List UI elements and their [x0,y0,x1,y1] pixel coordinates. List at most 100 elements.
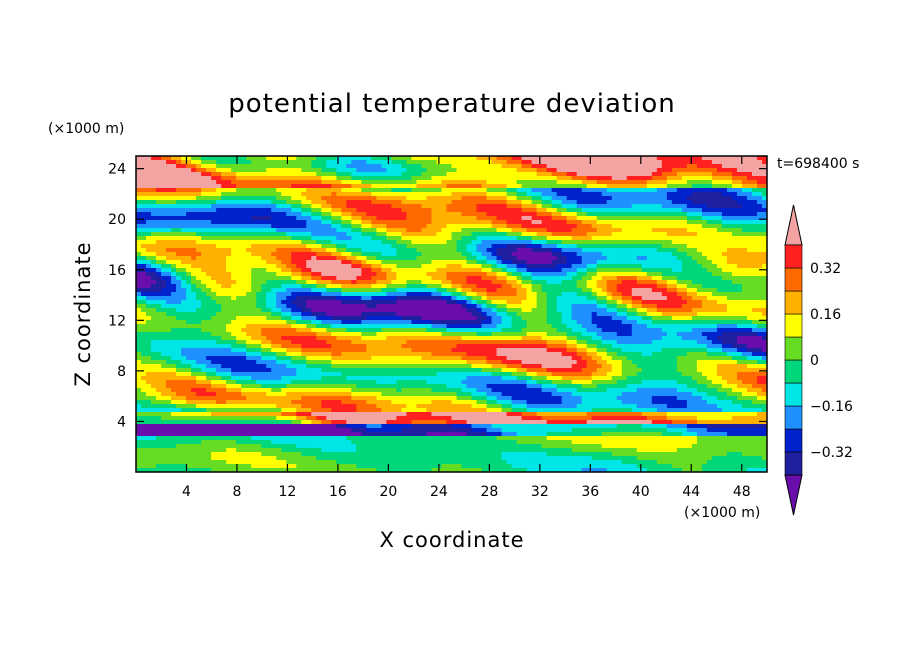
contour-cell [486,188,493,193]
contour-cell [481,164,488,169]
contour-cell [676,304,683,309]
contour-cell [701,172,708,177]
contour-cell [561,220,568,225]
contour-cell [546,264,553,269]
contour-cell [381,280,387,285]
contour-cell [696,228,703,233]
contour-cell [271,220,277,225]
contour-cell [171,304,177,309]
contour-cell [621,208,628,213]
contour-cell [231,212,237,217]
contour-cell [741,268,748,273]
contour-cell [431,156,438,161]
contour-cell [321,256,327,261]
contour-cell [721,164,728,169]
contour-cell [241,268,247,273]
contour-cell [681,264,688,269]
contour-cell [576,264,583,269]
contour-cell [136,280,142,285]
contour-cell [701,216,708,221]
contour-cell [476,164,483,169]
contour-cell [641,188,648,193]
contour-cell [181,248,187,253]
contour-cell [256,300,262,305]
contour-cell [176,196,182,201]
contour-cell [551,212,558,217]
contour-cell [281,240,287,245]
contour-cell [281,304,287,309]
contour-cell [721,220,728,225]
contour-cell [581,212,588,217]
contour-cell [616,160,623,165]
contour-cell [746,192,753,197]
contour-cell [611,200,618,205]
contour-cell [376,196,382,201]
contour-cell [581,292,588,297]
contour-cell [616,200,623,205]
contour-cell [506,220,513,225]
contour-cell [621,168,628,173]
contour-cell [736,296,743,301]
contour-cell [641,164,648,169]
contour-cell [646,272,653,277]
contour-cell [671,288,678,293]
contour-cell [346,204,352,209]
contour-cell [246,276,252,281]
contour-cell [691,308,698,313]
contour-cell [451,268,458,273]
contour-cell [161,220,167,225]
contour-cell [691,300,698,305]
contour-cell [436,220,443,225]
contour-cell [351,200,357,205]
contour-cell [261,204,267,209]
contour-cell [391,296,398,301]
contour-cell [321,192,327,197]
contour-cell [496,296,503,301]
contour-cell [586,212,593,217]
contour-cell [726,284,733,289]
contour-cell [206,212,212,217]
contour-cell [536,232,543,237]
contour-cell [141,208,147,213]
contour-cell [691,172,698,177]
contour-cell [341,308,347,313]
contour-cell [251,156,257,161]
contour-cell [256,236,262,241]
contour-cell [416,272,423,277]
contour-cell [681,188,688,193]
contour-cell [561,240,568,245]
contour-cell [751,252,758,257]
contour-cell [296,196,302,201]
contour-cell [636,232,643,237]
contour-cell [311,232,317,237]
contour-cell [261,232,267,237]
contour-cell [351,268,357,273]
contour-cell [671,160,678,165]
contour-cell [241,168,247,173]
contour-cell [466,228,473,233]
contour-cell [221,292,227,297]
contour-cell [671,168,678,173]
contour-cell [431,168,438,173]
contour-cell [506,164,513,169]
contour-cell [176,164,182,169]
contour-cell [226,204,232,209]
contour-cell [571,272,578,277]
contour-cell [761,292,767,297]
contour-cell [231,248,237,253]
contour-cell [731,192,738,197]
contour-cell [341,236,347,241]
contour-cell [626,196,633,201]
contour-cell [411,280,418,285]
contour-cell [611,168,618,173]
contour-cell [206,304,212,309]
contour-cell [681,168,688,173]
contour-cell [551,260,558,265]
contour-cell [201,220,207,225]
contour-cell [341,156,347,161]
contour-cell [431,256,438,261]
contour-cell [551,296,558,301]
contour-cell [346,280,352,285]
contour-cell [361,292,367,297]
contour-cell [691,232,698,237]
